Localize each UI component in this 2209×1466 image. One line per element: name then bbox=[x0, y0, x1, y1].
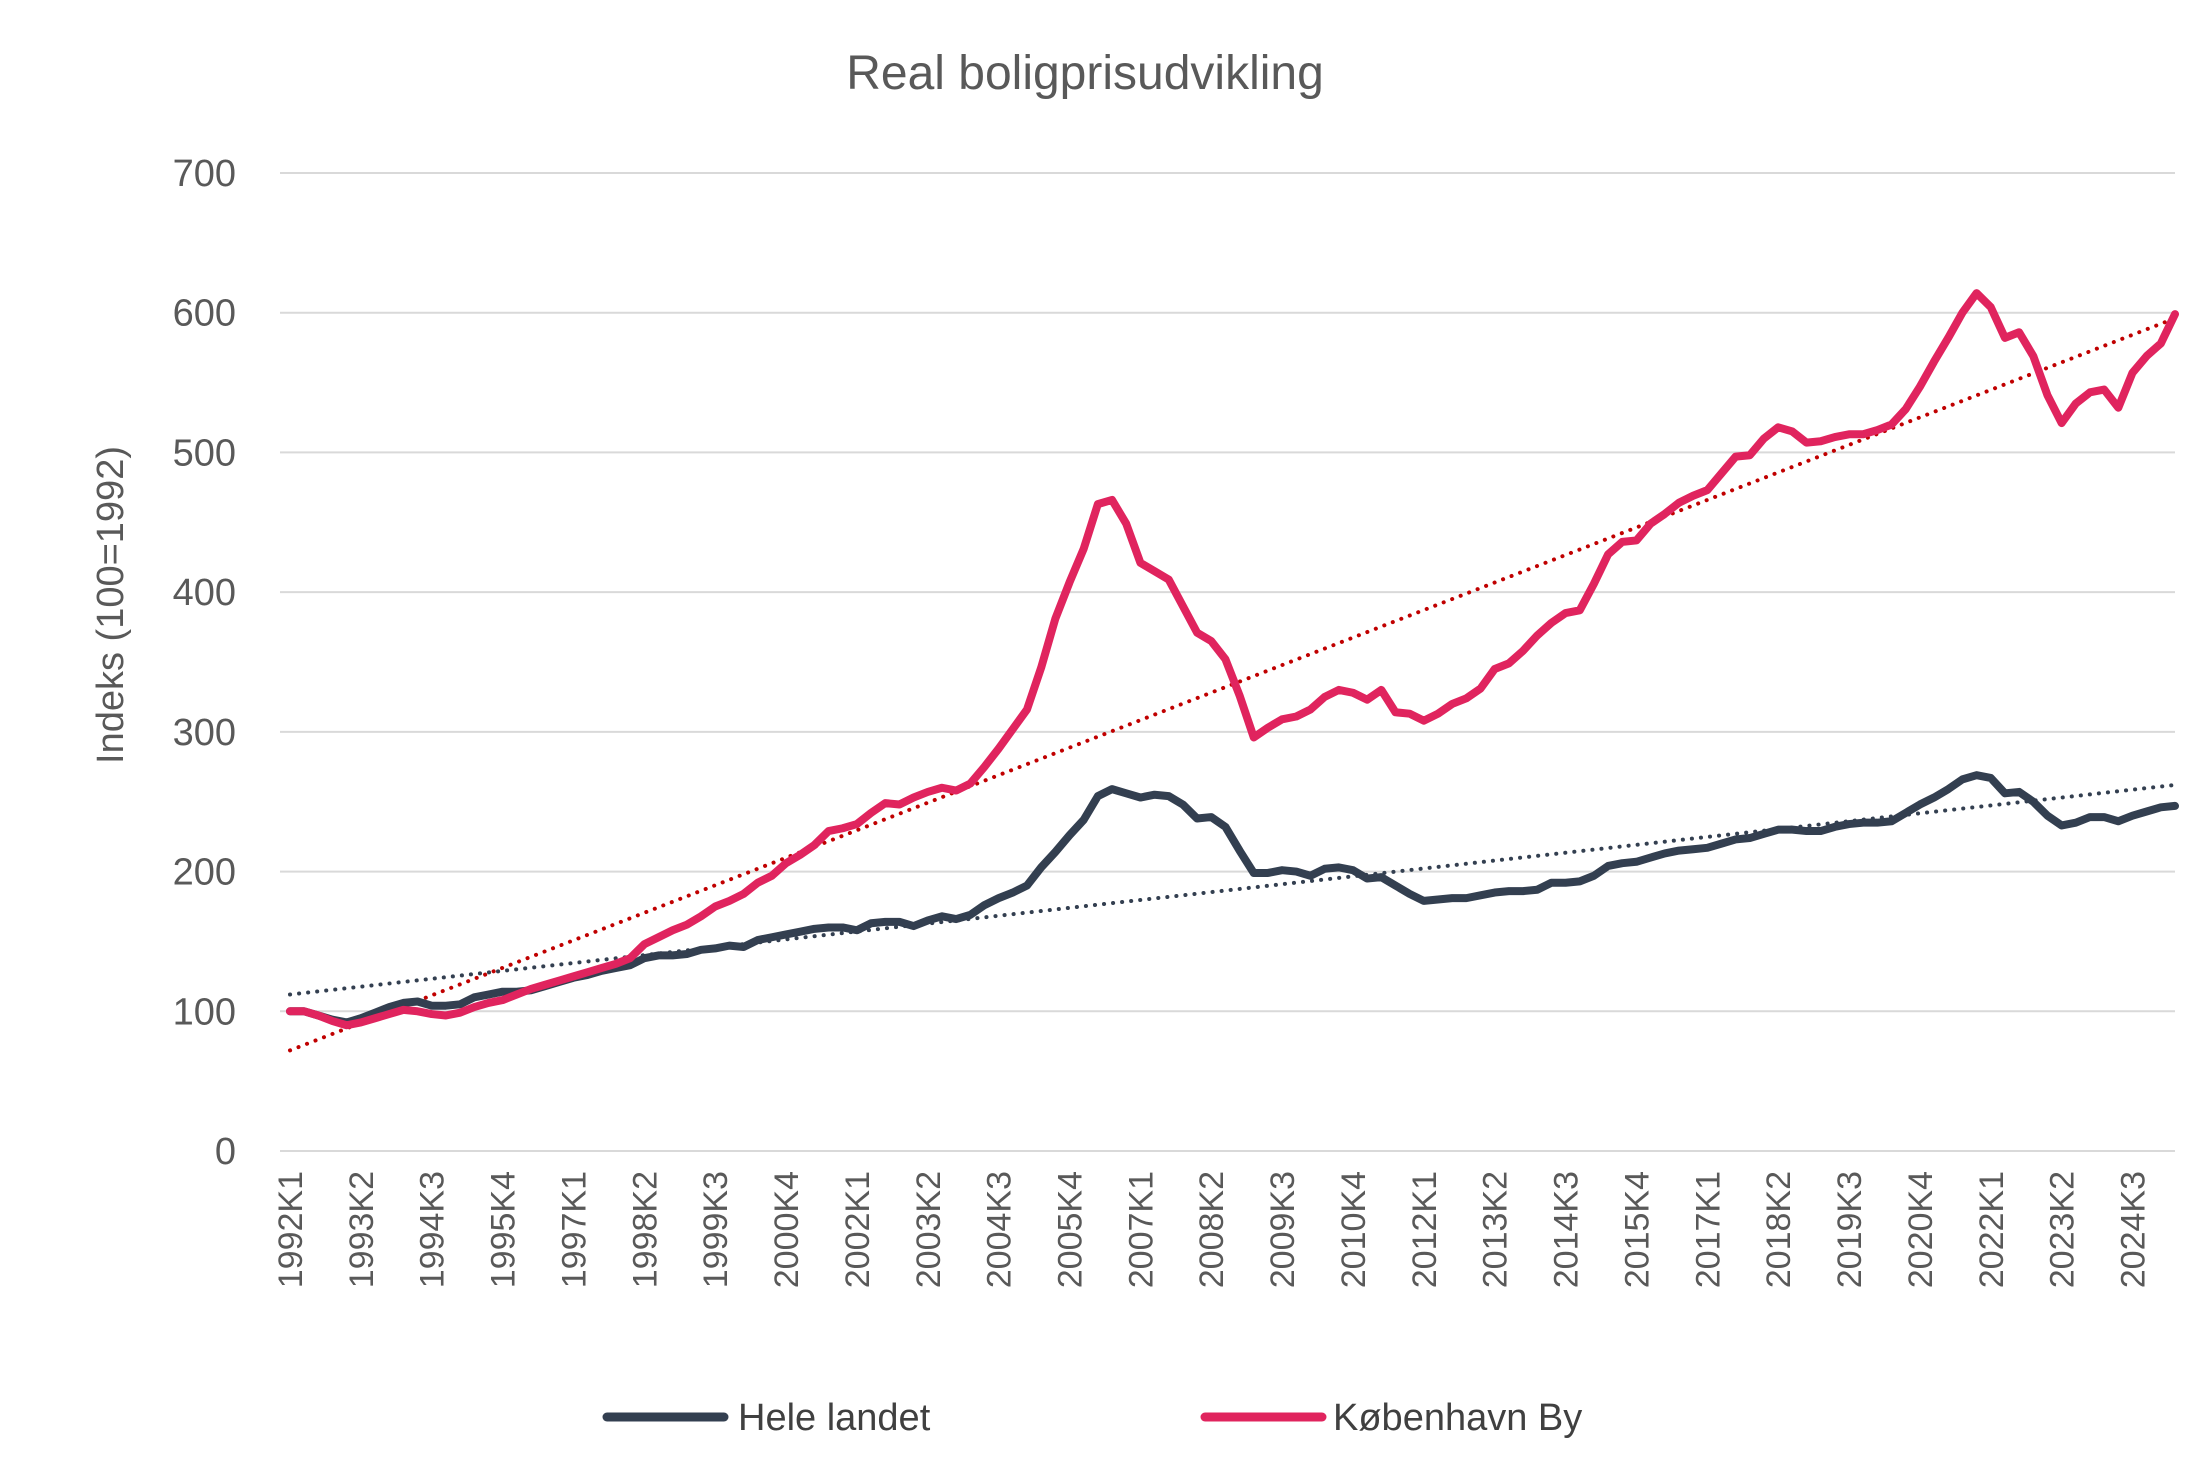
x-tick-label: 2004K3 bbox=[981, 1171, 1019, 1288]
x-tick-label: 2015K4 bbox=[1618, 1171, 1656, 1288]
x-tick-label: 2002K1 bbox=[839, 1171, 877, 1288]
x-tick-label: 1995K4 bbox=[485, 1171, 523, 1288]
x-tick-label: 2009K3 bbox=[1264, 1171, 1302, 1288]
x-tick-label: 2010K4 bbox=[1335, 1171, 1373, 1288]
x-tick-label: 2020K4 bbox=[1902, 1171, 1940, 1288]
x-tick-label: 2017K1 bbox=[1689, 1171, 1727, 1288]
x-tick-label: 2013K2 bbox=[1477, 1171, 1515, 1288]
y-tick-label: 200 bbox=[173, 852, 236, 894]
x-tick-label: 1994K3 bbox=[414, 1171, 452, 1288]
x-tick-label: 2019K3 bbox=[1831, 1171, 1869, 1288]
y-tick-label: 300 bbox=[173, 712, 236, 754]
x-tick-label: 2012K1 bbox=[1406, 1171, 1444, 1288]
x-tick-label: 1997K1 bbox=[555, 1171, 593, 1288]
chart-title: Real boligprisudvikling bbox=[846, 47, 1324, 100]
x-tick-label: 1998K2 bbox=[626, 1171, 664, 1288]
x-tick-label: 2003K2 bbox=[910, 1171, 948, 1288]
x-tick-label: 2000K4 bbox=[768, 1171, 806, 1288]
x-tick-label: 2024K3 bbox=[2114, 1171, 2152, 1288]
series-line-hele-landet bbox=[286, 771, 2179, 1027]
y-tick-label: 700 bbox=[173, 153, 236, 195]
x-tick-label: 1992K1 bbox=[272, 1171, 310, 1288]
x-axis-ticks: 1992K1 1993K2 1994K3 1995K4 1997K1 1998K2 1999… bbox=[272, 1171, 2152, 1288]
x-tick-label: 2008K2 bbox=[1193, 1171, 1231, 1288]
data-series bbox=[286, 289, 2179, 1030]
y-tick-label: 400 bbox=[173, 572, 236, 614]
series-line-kobenhavn-by bbox=[286, 289, 2179, 1030]
x-tick-label: 2014K3 bbox=[1548, 1171, 1586, 1288]
x-tick-label: 2023K2 bbox=[2044, 1171, 2082, 1288]
y-axis-label: Indeks (100=1992) bbox=[90, 446, 132, 764]
trendline-hele-landet bbox=[288, 782, 2177, 997]
gridlines bbox=[280, 172, 2175, 1152]
x-tick-label: 2005K4 bbox=[1052, 1171, 1090, 1288]
y-tick-label: 0 bbox=[215, 1131, 236, 1173]
x-tick-label: 1993K2 bbox=[343, 1171, 381, 1288]
legend-label-kobenhavn-by: København By bbox=[1333, 1397, 1582, 1439]
x-tick-label: 2022K1 bbox=[1973, 1171, 2011, 1288]
legend-label-hele-landet: Hele landet bbox=[738, 1397, 931, 1439]
y-tick-label: 600 bbox=[173, 293, 236, 335]
y-tick-label: 500 bbox=[173, 432, 236, 474]
x-tick-label: 2007K1 bbox=[1122, 1171, 1160, 1288]
y-axis-ticks: 0 100 200 300 400 500 600 700 bbox=[173, 153, 236, 1173]
y-tick-label: 100 bbox=[173, 991, 236, 1033]
x-tick-label: 1999K3 bbox=[697, 1171, 735, 1288]
x-tick-label: 2018K2 bbox=[1760, 1171, 1798, 1288]
legend: Hele landet København By bbox=[602, 1397, 1582, 1439]
